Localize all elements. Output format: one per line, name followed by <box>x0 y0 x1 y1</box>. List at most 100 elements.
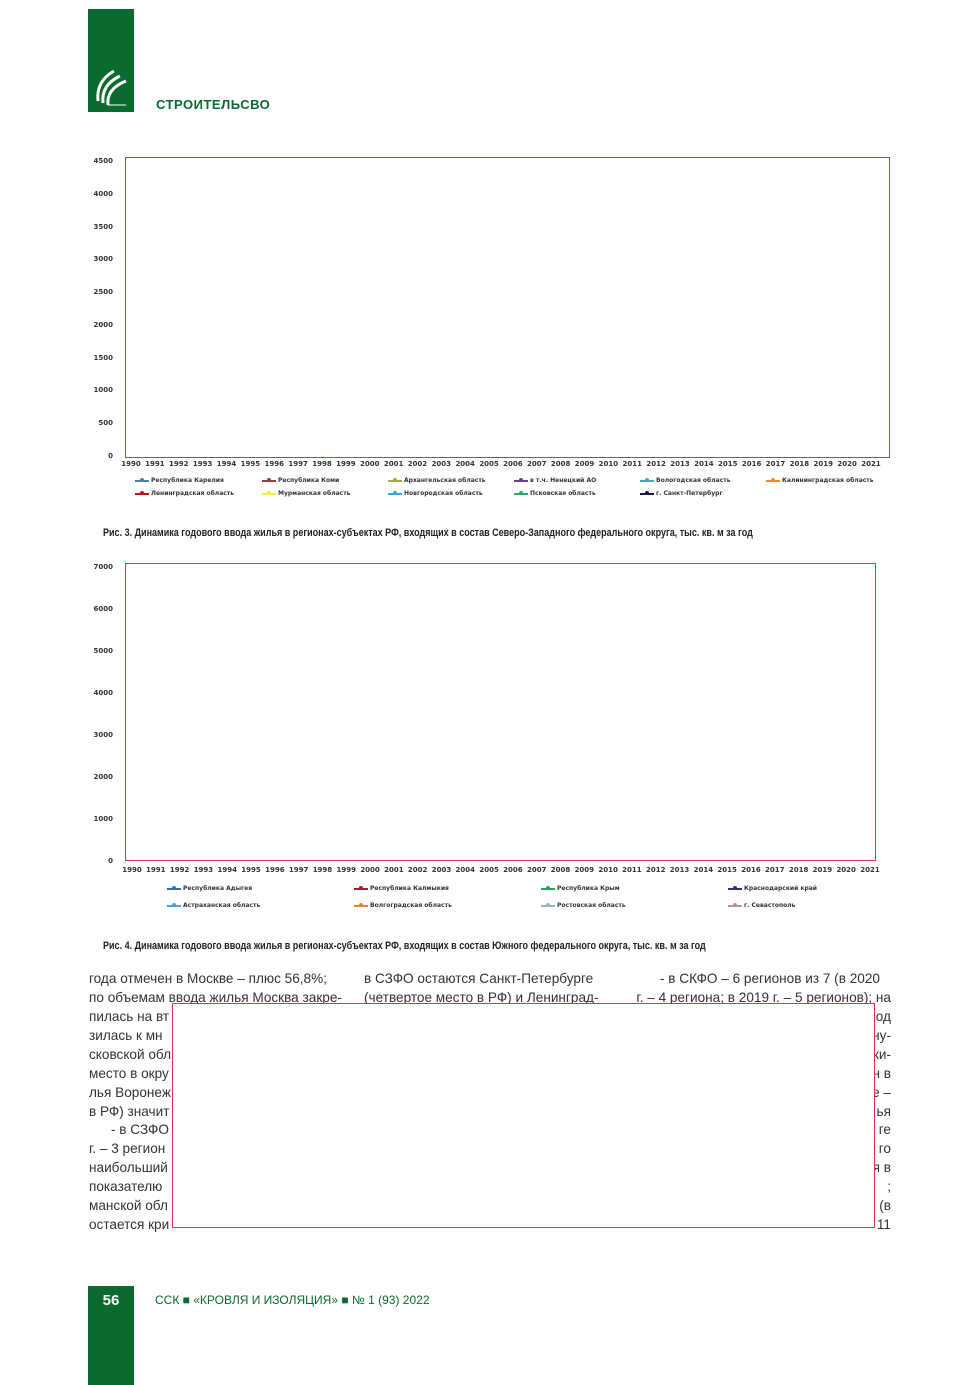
x-tick-label: 2013 <box>670 460 690 468</box>
legend-item: Ростовская область <box>541 902 626 909</box>
legend-marker <box>359 903 363 907</box>
text-line: остается кри <box>89 1217 170 1232</box>
legend-marker <box>733 903 737 907</box>
x-tick-label: 2005 <box>479 460 499 468</box>
legend-swatch <box>262 491 276 495</box>
x-tick-label: 2017 <box>765 460 786 468</box>
y-tick-label: 5000 <box>93 647 113 655</box>
x-tick-label: 1997 <box>288 866 309 874</box>
legend-marker <box>519 491 523 495</box>
x-tick-label: 2017 <box>765 866 785 874</box>
text-line: - в СЗФО <box>111 1122 169 1137</box>
y-tick-label: 4000 <box>93 689 113 697</box>
x-tick-label: 2004 <box>455 460 475 468</box>
x-tick-label: 1996 <box>264 460 284 468</box>
text-line: - в СКФО – 6 регионов из 7 (в 2020 <box>660 971 880 986</box>
legend-marker <box>172 903 176 907</box>
x-tick-label: 1991 <box>145 460 165 468</box>
text-line: показателю <box>89 1179 163 1194</box>
text-line: сковской обл <box>89 1047 172 1062</box>
text-line: лья Воронеж <box>89 1085 171 1100</box>
legend-marker <box>267 478 271 482</box>
x-tick-label: 1992 <box>168 460 189 468</box>
text-line: од <box>875 1009 891 1024</box>
legend-swatch <box>135 478 149 482</box>
legend-label: Волгоградская область <box>370 902 452 909</box>
legend-label: Ленинградская область <box>151 490 235 497</box>
y-tick-label: 3000 <box>93 255 113 264</box>
text-line: го <box>878 1141 891 1156</box>
plot-area <box>125 157 890 458</box>
text-line: г. – 3 регион <box>89 1141 166 1156</box>
legend-item: г. Санкт-Петербург <box>640 490 723 497</box>
legend-label: Вологодская область <box>656 477 731 484</box>
legend-item: Новгородская область <box>388 490 483 497</box>
footer-text: ССК ■ «КРОВЛЯ И ИЗОЛЯЦИЯ» ■ № 1 (93) 202… <box>155 1293 430 1307</box>
section-title: СТРОИТЕЛЬСВО <box>156 97 271 112</box>
x-tick-label: 2014 <box>694 460 714 468</box>
x-tick-label: 2007 <box>527 460 547 468</box>
x-tick-label: 2015 <box>718 460 738 468</box>
legend-label: Мурманская область <box>278 490 351 497</box>
x-tick-label: 1991 <box>146 866 166 874</box>
x-tick-label: 2002 <box>407 866 428 874</box>
legend-swatch <box>135 491 149 495</box>
text-line: я в <box>872 1160 891 1175</box>
page-number: 56 <box>102 1292 120 1309</box>
text-line: ки- <box>872 1047 891 1062</box>
text-line: в СЗФО остаются Санкт-Петербурге <box>364 971 594 986</box>
figure-caption-4: Рис. 4. Динамика годового ввода жилья в … <box>103 940 706 952</box>
legend-item: Калининградская область <box>766 477 874 484</box>
x-tick-label: 2018 <box>789 460 810 468</box>
legend-swatch <box>514 478 528 482</box>
logo-icon <box>96 69 127 106</box>
text-line: (в <box>879 1198 891 1213</box>
legend-swatch <box>388 491 402 495</box>
legend-marker <box>733 886 737 890</box>
x-tick-label: 2014 <box>693 866 714 874</box>
y-tick-label: 500 <box>98 419 113 428</box>
legend-label: Республика Коми <box>278 477 340 484</box>
header-green-bar <box>88 9 134 112</box>
x-tick-label: 2009 <box>574 866 595 874</box>
x-tick-label: 2020 <box>837 460 857 468</box>
legend-swatch <box>640 478 654 482</box>
x-tick-label: 2012 <box>645 866 666 874</box>
legend-marker <box>546 886 550 890</box>
y-tick-label: 7000 <box>93 563 113 571</box>
x-tick-label: 2020 <box>836 866 856 874</box>
x-tick-label: 1999 <box>336 866 356 874</box>
x-tick-label: 1998 <box>312 866 333 874</box>
footer-green-bar <box>88 1286 134 1385</box>
legend-item: Республика Адыгея <box>167 885 252 892</box>
x-tick-label: 2011 <box>622 460 643 468</box>
x-tick-label: 2013 <box>669 866 690 874</box>
y-tick-label: 2500 <box>93 288 113 297</box>
x-tick-label: 2021 <box>860 866 880 874</box>
x-tick-label: 2007 <box>526 866 547 874</box>
text-line: года отмечен в Москве – плюс 56,8%; <box>89 971 327 986</box>
legend-item: Ленинградская область <box>135 490 234 497</box>
text-line: в РФ) значит <box>89 1104 170 1119</box>
legend-marker <box>393 478 397 482</box>
legend-swatch <box>728 903 742 907</box>
y-tick-label: 1500 <box>93 353 113 362</box>
legend-item: Волгоградская область <box>354 902 452 909</box>
x-tick-label: 2005 <box>479 866 499 874</box>
x-tick-label: 1993 <box>192 460 213 468</box>
x-tick-label: 2008 <box>550 460 571 468</box>
legend-swatch <box>514 491 528 495</box>
legend-label: Псковская область <box>530 490 596 497</box>
y-tick-label: 3000 <box>93 731 113 739</box>
legend-swatch <box>354 886 368 890</box>
text-line: манской обл <box>89 1198 168 1213</box>
x-tick-label: 1990 <box>122 866 142 874</box>
x-tick-label: 1990 <box>121 460 141 468</box>
x-tick-label: 1998 <box>312 460 332 468</box>
x-tick-label: 2003 <box>431 866 452 874</box>
x-tick-label: 1994 <box>217 866 237 874</box>
legend-item: в т.ч. Ненецкий АО <box>514 477 596 484</box>
y-tick-label: 0 <box>108 857 113 865</box>
legend-item: Вологодская область <box>640 477 731 484</box>
legend-marker <box>393 491 397 495</box>
